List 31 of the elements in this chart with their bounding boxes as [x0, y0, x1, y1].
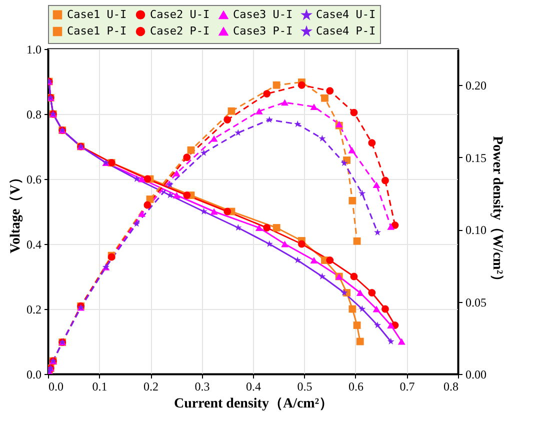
y2-axis-title: Power density（W/cm²）: [490, 136, 504, 288]
x-tick-label: 0.5: [297, 380, 312, 394]
y-tick-label: 0.2: [26, 302, 42, 316]
x-axis-title: Current density（A/cm²）: [174, 396, 334, 412]
y2-tick-label: 0.05: [466, 295, 486, 310]
y2-tick-label: 0.15: [466, 150, 486, 165]
y2-tick-label: 0.20: [466, 78, 486, 93]
y2-tick-label: 0.00: [466, 368, 486, 382]
y-tick-label: 0.0: [26, 368, 42, 382]
y-tick-label: 0.4: [26, 238, 42, 252]
x-tick-label: 0.3: [194, 380, 210, 394]
legend-label: Case2 P-I: [150, 24, 210, 38]
x-tick-label: 0.0: [48, 380, 64, 394]
x-tick-label: 0.2: [144, 380, 158, 394]
legend-label: Case4 U-I: [316, 8, 376, 22]
x-tick-label: 0.8: [444, 380, 458, 394]
legend-label: Case1 U-I: [67, 8, 127, 21]
legend-label: Case2 U-I: [150, 8, 210, 21]
y2-tick-label: 0.10: [466, 223, 486, 238]
y-axis-title: Voltage（V）: [8, 170, 24, 254]
legend-label: Case4 P-I: [316, 24, 376, 38]
x-tick-label: 0.1: [92, 380, 108, 394]
legend-label: Case1 P-I: [67, 24, 127, 38]
y-tick-label: 0.8: [26, 108, 42, 122]
legend-label: Case3 P-I: [233, 24, 293, 38]
x-tick-label: 0.7: [400, 380, 415, 394]
y-tick-label: 0.6: [26, 172, 42, 186]
y-tick-label: 1.0: [26, 42, 42, 56]
x-tick-label: 0.6: [348, 380, 364, 394]
x-tick-label: 0.4: [246, 380, 261, 394]
legend-label: Case3 U-I: [233, 8, 293, 22]
